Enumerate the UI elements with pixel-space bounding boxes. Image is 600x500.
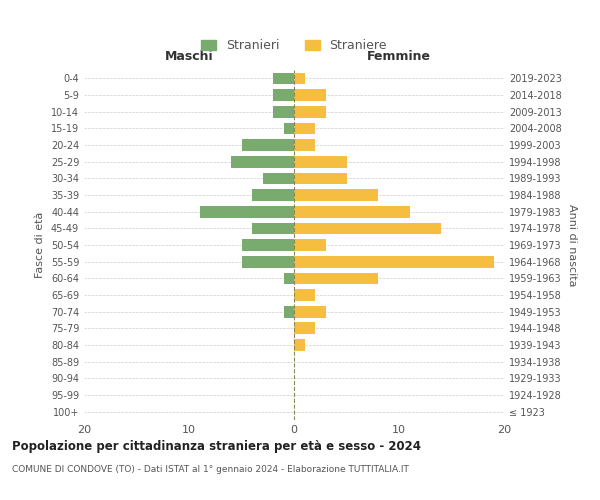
Bar	[263, 172, 294, 184]
Bar	[273, 89, 294, 101]
Bar	[294, 272, 378, 284]
Bar	[284, 122, 294, 134]
Bar	[252, 222, 294, 234]
Bar	[241, 256, 294, 268]
Bar	[294, 339, 305, 351]
Bar	[294, 306, 325, 318]
Bar	[294, 72, 305, 84]
Bar	[252, 189, 294, 201]
Text: Maschi: Maschi	[164, 50, 214, 63]
Bar	[284, 306, 294, 318]
Bar	[273, 72, 294, 84]
Text: Femmine: Femmine	[367, 50, 431, 63]
Bar	[241, 139, 294, 151]
Bar	[294, 206, 409, 218]
Bar	[231, 156, 294, 168]
Bar	[294, 122, 315, 134]
Bar	[294, 256, 493, 268]
Legend: Stranieri, Straniere: Stranieri, Straniere	[196, 34, 392, 57]
Text: COMUNE DI CONDOVE (TO) - Dati ISTAT al 1° gennaio 2024 - Elaborazione TUTTITALIA: COMUNE DI CONDOVE (TO) - Dati ISTAT al 1…	[12, 465, 409, 474]
Bar	[294, 89, 325, 101]
Bar	[294, 222, 441, 234]
Bar	[199, 206, 294, 218]
Bar	[294, 139, 315, 151]
Bar	[273, 106, 294, 118]
Bar	[294, 172, 347, 184]
Bar	[294, 289, 315, 301]
Bar	[284, 272, 294, 284]
Bar	[294, 156, 347, 168]
Bar	[241, 239, 294, 251]
Bar	[294, 322, 315, 334]
Bar	[294, 189, 378, 201]
Bar	[294, 239, 325, 251]
Y-axis label: Fasce di età: Fasce di età	[35, 212, 45, 278]
Y-axis label: Anni di nascita: Anni di nascita	[567, 204, 577, 286]
Text: Popolazione per cittadinanza straniera per età e sesso - 2024: Popolazione per cittadinanza straniera p…	[12, 440, 421, 453]
Bar	[294, 106, 325, 118]
